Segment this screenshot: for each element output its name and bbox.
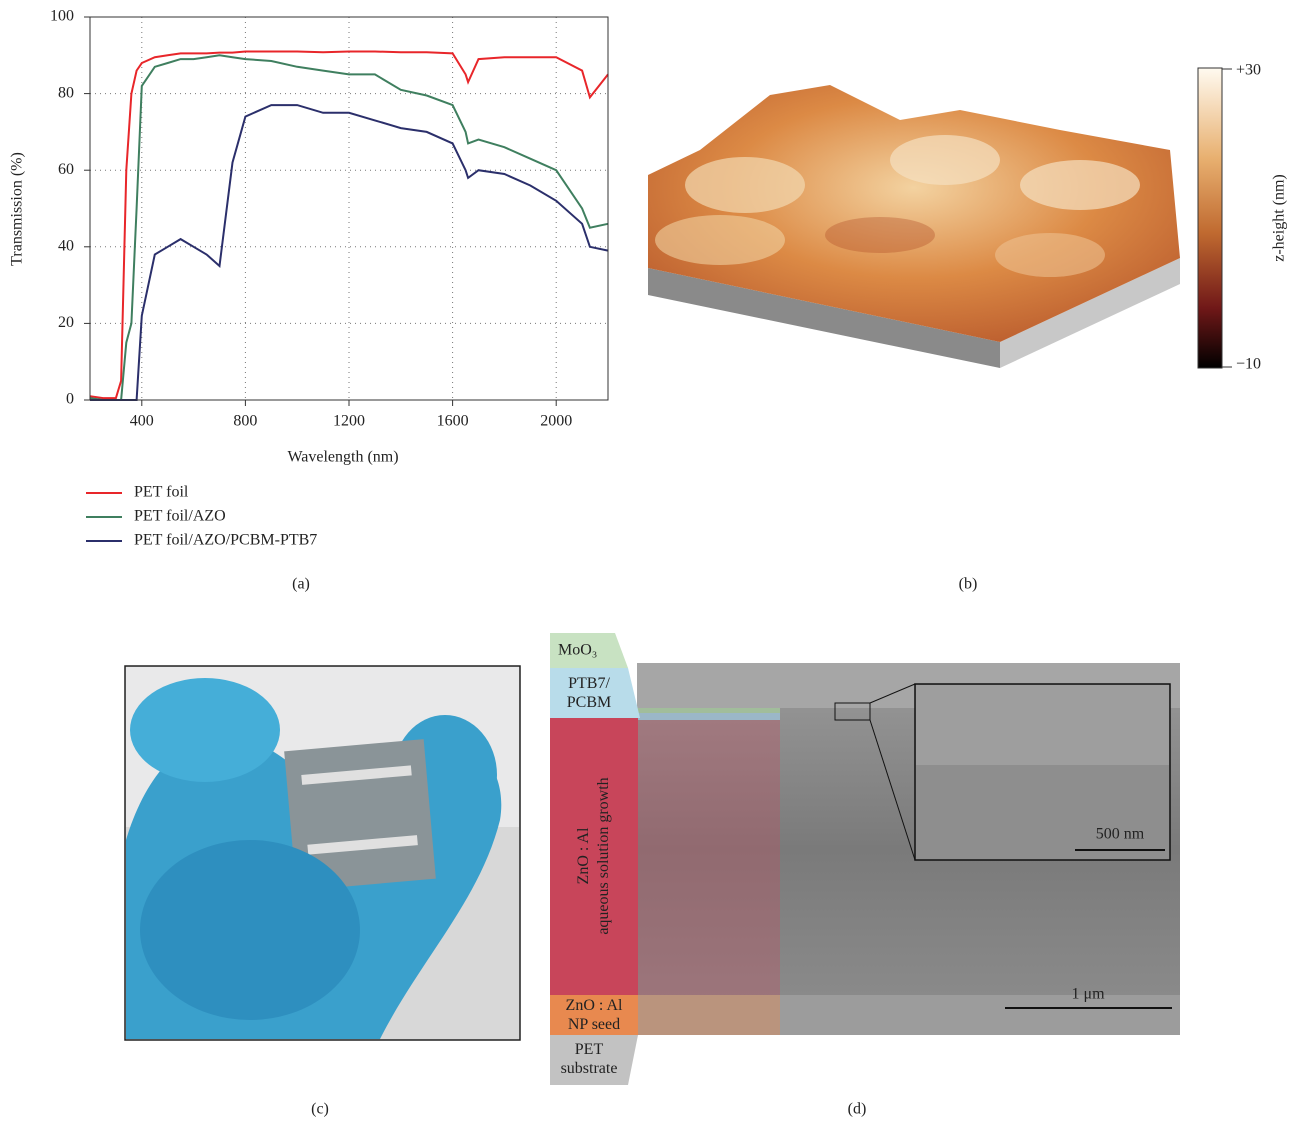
- data-line: [90, 52, 608, 399]
- y-tick-label: 100: [50, 8, 74, 25]
- panel-label: (d): [848, 1101, 867, 1118]
- photo: [125, 666, 520, 1040]
- inset-scale: 500 nm: [1096, 826, 1145, 843]
- y-tick-label: 40: [58, 237, 74, 254]
- x-axis-label: Wavelength (nm): [287, 449, 398, 466]
- x-tick-label: 800: [233, 413, 257, 430]
- x-tick-label: 1600: [437, 413, 469, 430]
- panel-label: (a): [292, 576, 310, 593]
- scale-bar-label: 1 μm: [1071, 986, 1105, 1003]
- sem-image: [637, 663, 1180, 1035]
- colorbar: [1198, 68, 1222, 368]
- x-tick-label: 400: [130, 413, 154, 430]
- y-tick-label: 80: [58, 84, 74, 101]
- colorbar-max: +30: [1236, 62, 1261, 79]
- panel-label: (c): [311, 1101, 329, 1118]
- panel-label: (b): [959, 576, 978, 593]
- y-axis-label: Transmission (%): [9, 152, 26, 266]
- legend-label: PET foil/AZO: [134, 508, 226, 525]
- layer-label: MoO₃: [558, 642, 597, 659]
- colorbar-label: z-height (nm): [1271, 174, 1288, 262]
- page: {"chart_data": {"type": "line", "x_label…: [0, 0, 1297, 1125]
- y-tick-label: 0: [66, 391, 74, 408]
- y-tick-label: 20: [58, 314, 74, 331]
- legend-label: PET foil: [134, 484, 189, 501]
- legend-label: PET foil/AZO/PCBM-PTB7: [134, 532, 317, 549]
- x-tick-label: 2000: [540, 413, 572, 430]
- y-tick-label: 60: [58, 161, 74, 178]
- figure: +30 −10 z-height (nm) 500 nm 1 μm: [0, 0, 1297, 1125]
- x-tick-label: 1200: [333, 413, 365, 430]
- afm-image: [648, 85, 1180, 368]
- colorbar-min: −10: [1236, 356, 1261, 373]
